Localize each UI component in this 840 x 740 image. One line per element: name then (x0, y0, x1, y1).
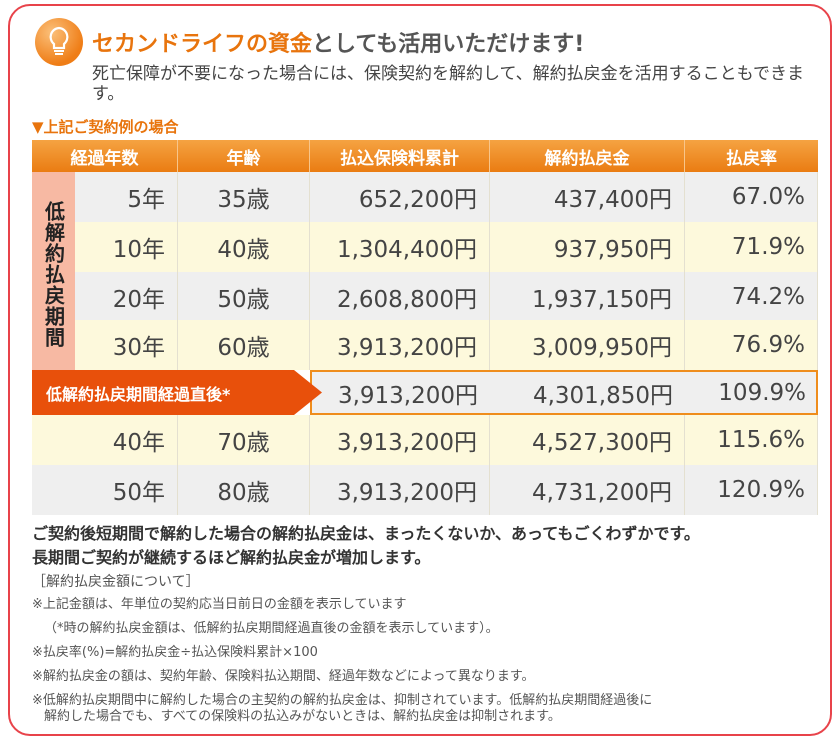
cell-years: 30年 (32, 320, 178, 370)
cell-paid: 2,608,800円 (310, 272, 490, 322)
note-1-cont: （*時の解約払戻金額は、低解約払戻期間経過直後の金額を表示しています）。 (44, 621, 499, 636)
table-row: 20年 50歳 2,608,800円 1,937,150円 74.2% (32, 272, 818, 322)
info-card (8, 4, 832, 736)
special-row-label: 低解約払戻期間経過直後* (32, 370, 322, 415)
note-1: ※上記金額は、年単位の契約応当日前日の金額を表示しています (32, 597, 407, 612)
cell-age: 80歳 (178, 465, 310, 515)
cell-refund: 4,731,200円 (490, 465, 685, 515)
cell-paid: 3,913,200円 (310, 320, 490, 370)
cell-refund: 3,009,950円 (490, 320, 685, 370)
cell-rate: 71.9% (685, 222, 818, 272)
low-refund-period-label: 低解約払戻期間 (32, 172, 75, 370)
cell-rate: 74.2% (685, 272, 818, 322)
summary-line-2: 長期間ご契約が継続するほど解約払戻金が増加します。 (32, 548, 431, 567)
summary-line-1: ご契約後短期間で解約した場合の解約払戻金は、まったくないか、あってもごくわずかで… (32, 524, 700, 543)
cell-refund: 1,937,150円 (490, 272, 685, 322)
cell-rate: 76.9% (685, 320, 818, 370)
cell-years: 40年 (32, 415, 178, 465)
table-row: 5年 35歳 652,200円 437,400円 67.0% (32, 172, 818, 222)
note-3: ※解約払戻金の額は、契約年齢、保険料払込期間、経過年数などによって異なります。 (32, 669, 535, 684)
cell-age: 50歳 (178, 272, 310, 322)
note-2: ※払戻率(%)=解約払戻金÷払込保険料累計×100 (32, 645, 318, 660)
lightbulb-icon (35, 18, 83, 66)
cell-years: 20年 (32, 272, 178, 322)
lead-text: 死亡保障が不要になった場合には、保険契約を解約して、解約払戻金を活用することもで… (92, 64, 804, 104)
table-row: 10年 40歳 1,304,400円 937,950円 71.9% (32, 222, 818, 272)
cell-age: 60歳 (178, 320, 310, 370)
cell-refund: 437,400円 (490, 172, 685, 222)
cell-refund: 937,950円 (490, 222, 685, 272)
cell-rate: 67.0% (685, 172, 818, 222)
cell-rate: 109.9% (718, 379, 806, 406)
header-refund: 解約払戻金 (490, 140, 685, 172)
notes-title: ［解約払戻金額について］ (32, 574, 200, 590)
cell-paid: 1,304,400円 (310, 222, 490, 272)
cell-paid: 3,913,200円 (310, 415, 490, 465)
cell-rate: 120.9% (685, 465, 818, 515)
special-highlight-box (310, 370, 818, 415)
cell-years: 5年 (32, 172, 178, 222)
table-row: 50年 80歳 3,913,200円 4,731,200円 120.9% (32, 465, 818, 515)
header-years: 経過年数 (32, 140, 178, 172)
page-title: セカンドライフの資金としても活用いただけます! (92, 26, 584, 58)
cell-age: 70歳 (178, 415, 310, 465)
cell-age: 40歳 (178, 222, 310, 272)
cell-years: 10年 (32, 222, 178, 272)
cell-paid: 652,200円 (310, 172, 490, 222)
note-4-cont: 解約した場合でも、すべての保険料の払込みがないときは、解約払戻金は抑制されます。 (44, 709, 561, 724)
cell-refund: 4,527,300円 (490, 415, 685, 465)
cell-age: 35歳 (178, 172, 310, 222)
note-4: ※低解約払戻期間中に解約した場合の主契約の解約払戻金は、抑制されています。低解約… (32, 693, 653, 708)
title-highlight: セカンドライフの資金 (92, 32, 313, 57)
cell-years: 50年 (32, 465, 178, 515)
table-row: 40年 70歳 3,913,200円 4,527,300円 115.6% (32, 415, 818, 465)
title-rest: としても活用いただけます! (312, 32, 585, 57)
cell-paid: 3,913,200円 (337, 382, 478, 409)
cell-refund: 4,301,850円 (532, 382, 673, 409)
header-rate: 払戻率 (685, 140, 818, 172)
table-row: 30年 60歳 3,913,200円 3,009,950円 76.9% (32, 320, 818, 370)
special-row: 低解約払戻期間経過直後* 3,913,200円 4,301,850円 109.9% (32, 370, 818, 415)
header-age: 年齢 (178, 140, 310, 172)
cell-paid: 3,913,200円 (310, 465, 490, 515)
header-paid: 払込保険料累計 (310, 140, 490, 172)
example-subheading: ▼上記ご契約例の場合 (32, 118, 179, 136)
cell-rate: 115.6% (685, 415, 818, 465)
